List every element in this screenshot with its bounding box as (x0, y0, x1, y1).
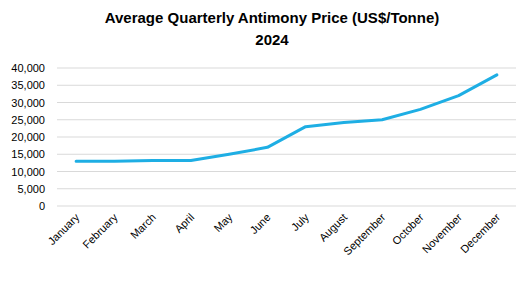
y-tick-label: 35,000 (11, 79, 45, 91)
y-tick-label: 15,000 (11, 148, 45, 160)
x-tick-label: July (289, 211, 312, 234)
grid-line (57, 154, 516, 155)
x-tick-label: May (211, 211, 235, 235)
y-tick-label: 5,000 (17, 183, 45, 195)
grid-line (57, 68, 516, 69)
x-tick-label: November (420, 211, 465, 256)
grid-line (57, 85, 516, 86)
x-tick-label: February (80, 211, 120, 251)
y-tick-label: 10,000 (11, 166, 45, 178)
chart-subtitle: 2024 (255, 31, 289, 48)
grid-line (57, 119, 516, 120)
y-tick-label: 0 (39, 200, 45, 212)
plot-area (76, 75, 497, 161)
grid-line (57, 206, 516, 207)
x-tick-label: September (341, 211, 388, 258)
x-tick-label: March (128, 211, 158, 241)
chart-title: Average Quarterly Antimony Price (US$/To… (105, 9, 440, 26)
chart-svg: Average Quarterly Antimony Price (US$/To… (0, 0, 527, 281)
y-tick-label: 25,000 (11, 114, 45, 126)
chart-container: Average Quarterly Antimony Price (US$/To… (0, 0, 527, 281)
x-tick-label: June (247, 211, 272, 236)
grid (57, 68, 516, 206)
y-tick-label: 30,000 (11, 97, 45, 109)
x-tick-label: August (317, 211, 350, 244)
y-tick-label: 40,000 (11, 62, 45, 74)
grid-line (57, 188, 516, 189)
grid-line (57, 102, 516, 103)
y-tick-label: 20,000 (11, 131, 45, 143)
x-tick-label: April (172, 211, 196, 235)
x-tick-label: January (45, 211, 82, 248)
x-tick-label: December (458, 211, 503, 256)
grid-line (57, 171, 516, 172)
price-line (76, 75, 497, 161)
x-tick-label: October (390, 211, 426, 247)
